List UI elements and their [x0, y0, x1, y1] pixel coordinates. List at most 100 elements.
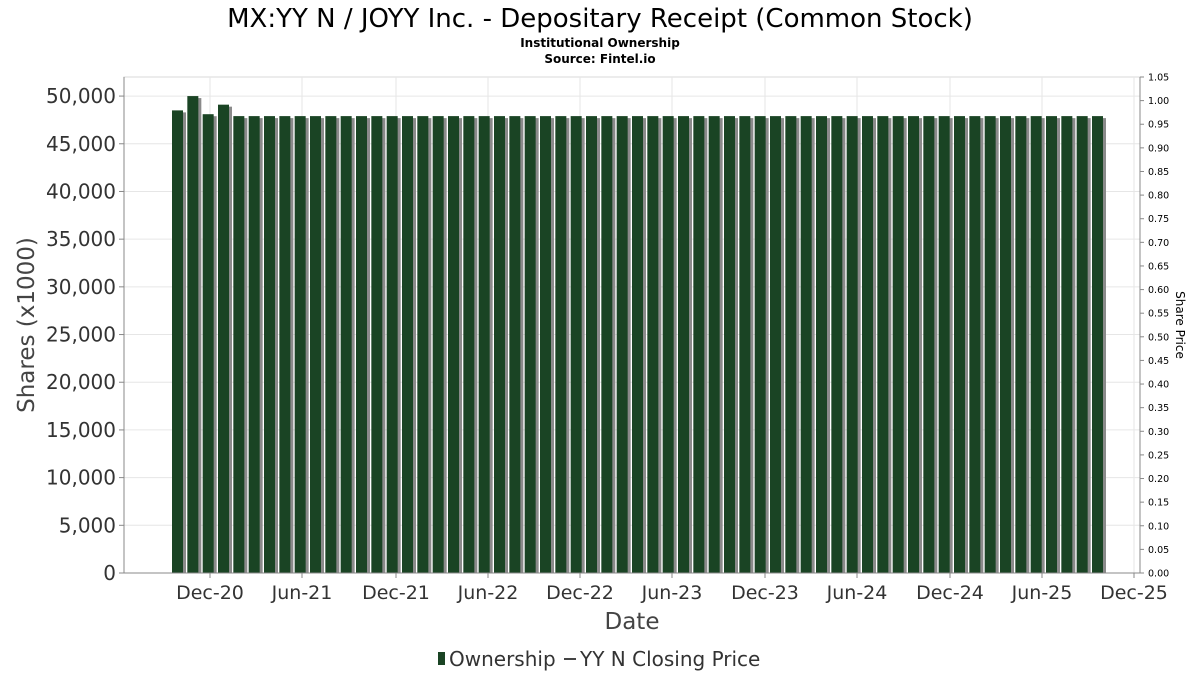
- ownership-bar: [785, 116, 797, 573]
- y2-tick-label: 0.30: [1148, 427, 1169, 438]
- ownership-bar: [984, 116, 996, 573]
- ownership-bar: [831, 116, 843, 573]
- y2-tick-label: 0.35: [1148, 403, 1169, 414]
- x-tick-label: Dec-25: [1100, 582, 1168, 604]
- ownership-bar: [1015, 116, 1027, 573]
- y-tick-label: 30,000: [46, 275, 116, 299]
- y-tick-label: 15,000: [46, 418, 116, 442]
- x-tick-label: Dec-20: [176, 582, 244, 604]
- ownership-bar: [739, 116, 751, 573]
- ownership-bar: [954, 116, 965, 573]
- chart-subtitle-2: Source: Fintel.io: [544, 52, 655, 66]
- legend-ownership-label: Ownership: [449, 647, 556, 671]
- y2-tick-label: 0.25: [1148, 450, 1169, 461]
- y-tick-label: 35,000: [46, 227, 116, 251]
- ownership-bar: [463, 116, 475, 573]
- ownership-bar: [172, 110, 183, 573]
- y-tick-label: 10,000: [46, 466, 116, 490]
- ownership-bar: [647, 116, 659, 573]
- ownership-bar: [233, 116, 245, 573]
- x-tick-label: Jun-21: [271, 582, 333, 604]
- y-axis-label: Shares (x1000): [14, 237, 40, 413]
- y2-tick-label: 1.05: [1148, 73, 1169, 84]
- ownership-bar: [1092, 116, 1103, 573]
- ownership-bar: [570, 116, 582, 573]
- y2-tick-label: 0.20: [1148, 474, 1169, 485]
- ownership-bar: [816, 116, 827, 573]
- ownership-bar: [264, 116, 275, 573]
- x-axis-ticks: Dec-20 Jun-21 Dec-21 Jun-22 Dec-22 Jun-23 Dec-…: [176, 573, 1168, 604]
- y2-tick-label: 0.95: [1148, 120, 1169, 131]
- ownership-bar: [294, 116, 306, 573]
- y2-tick-label: 0.00: [1148, 569, 1169, 580]
- y2-tick-label: 0.40: [1148, 380, 1169, 391]
- ownership-bar: [601, 116, 613, 573]
- ownership-bar: [478, 116, 490, 573]
- ownership-bar: [1046, 116, 1057, 573]
- legend: Ownership YY N Closing Price: [438, 647, 760, 671]
- y-tick-label: 50,000: [46, 84, 116, 108]
- chart-title: MX:YY N / JOYY Inc. - Depositary Receipt…: [227, 4, 973, 34]
- y-tick-label: 0: [103, 561, 116, 585]
- ownership-bar: [770, 116, 781, 573]
- legend-bar-swatch: [438, 652, 445, 665]
- ownership-bar: [892, 116, 904, 573]
- ownership-bar: [310, 116, 321, 573]
- legend-price-label: YY N Closing Price: [579, 647, 760, 671]
- ownership-bar: [877, 116, 889, 573]
- ownership-bar: [1076, 116, 1088, 573]
- ownership-bar: [448, 116, 459, 573]
- y2-tick-label: 0.60: [1148, 285, 1169, 296]
- y2-tick-label: 0.85: [1148, 167, 1169, 178]
- y2-tick-label: 0.55: [1148, 309, 1169, 320]
- ownership-bar: [908, 116, 919, 573]
- y2-tick-label: 0.80: [1148, 191, 1169, 202]
- ownership-bar: [938, 116, 950, 573]
- ownership-bar: [386, 116, 398, 573]
- x-tick-label: Jun-23: [641, 582, 703, 604]
- ownership-bar: [800, 116, 812, 573]
- ownership-bar: [218, 104, 229, 574]
- ownership-bar: [754, 116, 766, 573]
- y-axis-ticks: 0 5,000 10,000 15,000 20,000 25,000 30,000 35,0…: [46, 84, 124, 585]
- ownership-bar: [724, 116, 735, 573]
- ownership-bar: [662, 116, 674, 573]
- y2-axis-ticks: 0.00 0.05 0.10 0.15 0.20 0.25 0.30 0.35 0.40 0.45…: [1140, 73, 1169, 580]
- ownership-bar: [923, 116, 935, 573]
- y-tick-label: 20,000: [46, 370, 116, 394]
- x-tick-label: Dec-23: [731, 582, 799, 604]
- ownership-bar: [524, 116, 536, 573]
- y2-tick-label: 1.00: [1148, 96, 1169, 107]
- y2-tick-label: 0.05: [1148, 545, 1169, 556]
- ownership-bar: [1000, 116, 1011, 573]
- y2-tick-label: 0.70: [1148, 238, 1169, 249]
- ownership-bar: [432, 116, 444, 573]
- ownership-bar: [969, 116, 981, 573]
- ownership-bar: [708, 116, 720, 573]
- ownership-bar: [494, 116, 505, 573]
- y2-tick-label: 0.15: [1148, 498, 1169, 509]
- y-tick-label: 40,000: [46, 179, 116, 203]
- y-tick-label: 5,000: [59, 513, 116, 537]
- ownership-bar: [325, 116, 337, 573]
- ownership-bar: [371, 116, 383, 573]
- ownership-bar: [509, 116, 521, 573]
- ownership-bar: [340, 116, 352, 573]
- bars: [172, 96, 1106, 574]
- y2-tick-label: 0.45: [1148, 356, 1169, 367]
- y2-tick-label: 0.50: [1148, 332, 1169, 343]
- ownership-bar: [693, 116, 705, 573]
- y2-tick-label: 0.90: [1148, 143, 1169, 154]
- x-tick-label: Dec-21: [362, 582, 430, 604]
- x-tick-label: Dec-22: [546, 582, 614, 604]
- ownership-bar: [417, 116, 429, 573]
- ownership-bar: [1061, 116, 1073, 573]
- ownership-bar: [616, 116, 628, 573]
- ownership-bar: [555, 116, 567, 573]
- ownership-bar: [846, 116, 858, 573]
- ownership-bar: [678, 116, 689, 573]
- ownership-bar: [1030, 116, 1042, 573]
- ownership-bar: [540, 116, 551, 573]
- x-tick-label: Jun-22: [457, 582, 519, 604]
